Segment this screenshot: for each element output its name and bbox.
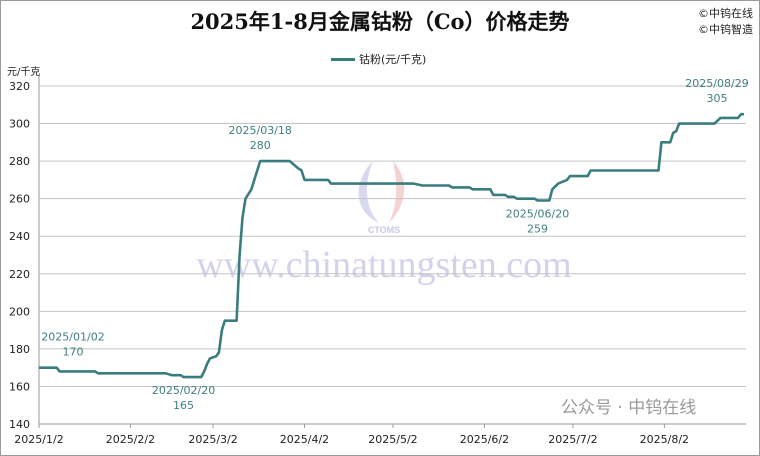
watermark-logo-text: CTOMS — [368, 225, 400, 235]
y-tick-label: 200 — [9, 305, 30, 318]
x-tick-label: 2025/4/2 — [280, 433, 329, 446]
watermark-logo-flame-icon — [389, 161, 405, 223]
x-tick-label: 2025/1/2 — [14, 433, 63, 446]
y-tick-label: 280 — [9, 155, 30, 168]
annotation-value: 165 — [173, 399, 194, 412]
annotation-value: 305 — [707, 92, 728, 105]
watermark-logo-icon — [358, 161, 379, 223]
chart-title: 2025年1-8月金属钴粉（Co）价格走势 — [190, 9, 570, 34]
watermark-url: www.chinatungsten.com — [196, 244, 571, 286]
y-tick-label: 140 — [9, 418, 30, 431]
legend-swatch — [331, 57, 355, 61]
annotation-date: 2025/06/20 — [506, 208, 569, 221]
annotation-value: 170 — [63, 346, 84, 359]
series-line-cobalt-powder — [39, 112, 744, 379]
watermark: CTOMS www.chinatungsten.com — [196, 161, 572, 286]
copyright-2: ©中钨智造 — [698, 23, 753, 36]
annotation-date: 2025/03/18 — [229, 124, 292, 137]
annotation-date: 2025/01/02 — [41, 331, 104, 344]
footer-watermark: 公众号 · 中钨在线 — [561, 398, 697, 418]
copyright-1: ©中钨在线 — [698, 7, 753, 20]
annotation-date: 2025/08/29 — [685, 77, 748, 90]
y-tick-label: 320 — [9, 80, 30, 93]
y-axis-unit: 元/千克 — [7, 67, 41, 78]
legend: 钴粉(元/千克) — [331, 51, 426, 67]
y-tick-label: 300 — [9, 118, 30, 131]
y-tick-label: 260 — [9, 193, 30, 206]
legend-label: 钴粉(元/千克) — [359, 53, 427, 66]
x-tick-label: 2025/5/2 — [368, 433, 417, 446]
x-tick-label: 2025/8/2 — [640, 433, 689, 446]
y-tick-label: 240 — [9, 230, 30, 243]
annotation-date: 2025/02/20 — [152, 384, 215, 397]
x-tick-label: 2025/2/2 — [106, 433, 155, 446]
y-tick-label: 180 — [9, 343, 30, 356]
y-tick-label: 220 — [9, 268, 30, 281]
x-tick-label: 2025/7/2 — [548, 433, 597, 446]
y-tick-label: 160 — [9, 380, 30, 393]
x-tick-label: 2025/6/2 — [460, 433, 509, 446]
annotation-value: 259 — [527, 223, 548, 236]
annotation-value: 280 — [250, 139, 271, 152]
x-tick-label: 2025/3/2 — [188, 433, 237, 446]
